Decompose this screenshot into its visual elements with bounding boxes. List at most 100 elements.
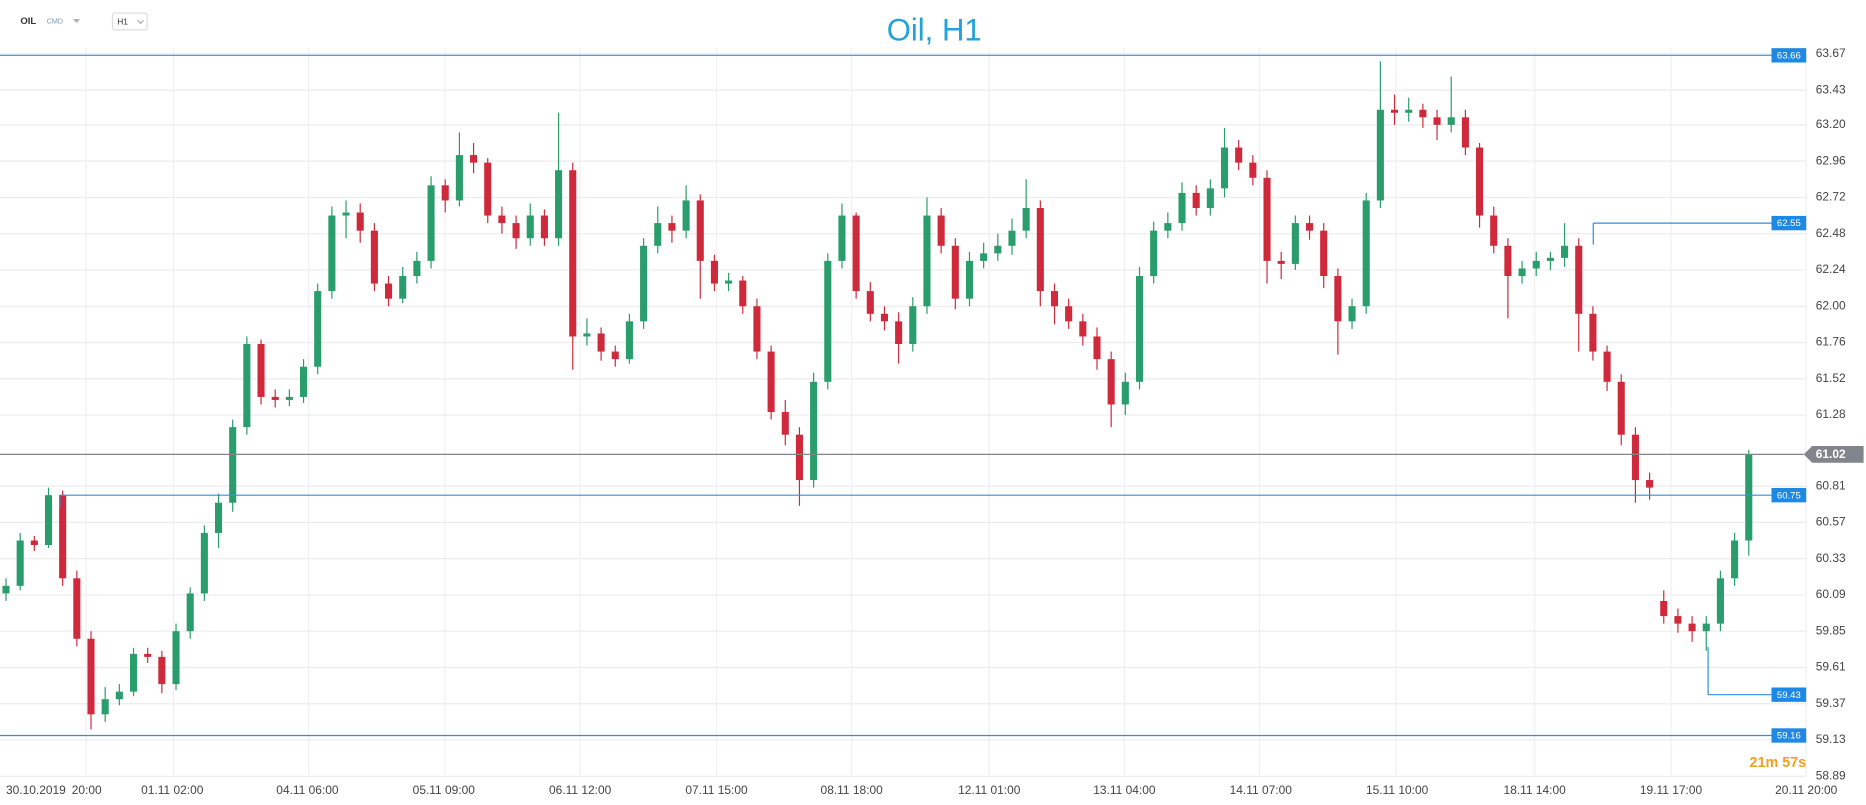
candle-body — [314, 291, 322, 367]
candle-body — [951, 245, 959, 299]
candle-body — [200, 532, 208, 594]
candle-body — [1362, 200, 1370, 307]
candle-body — [625, 321, 633, 360]
candle-body — [186, 593, 194, 632]
candle-body — [994, 245, 1002, 254]
symbol[interactable]: OIL — [20, 16, 36, 27]
y-tick-label: 62.24 — [1816, 262, 1846, 276]
candle-body — [285, 396, 293, 400]
candle-body — [328, 215, 336, 292]
candle-body — [144, 653, 152, 657]
x-tick-label: 20:00 — [72, 783, 102, 797]
candle-body — [87, 638, 95, 715]
y-tick-label: 62.00 — [1816, 298, 1846, 312]
candle-body — [1164, 223, 1172, 231]
candle-body — [1646, 480, 1654, 488]
x-tick-label: 30.10.2019 — [6, 783, 66, 797]
candle-body — [1476, 147, 1484, 216]
candle-body — [16, 540, 24, 586]
level-label-box — [1771, 728, 1807, 743]
candle-body — [824, 260, 832, 382]
candle-body — [1433, 117, 1441, 125]
candle-body — [1121, 381, 1129, 405]
y-tick-label: 63.43 — [1816, 82, 1846, 96]
candle-body — [158, 656, 166, 685]
x-tick-label: 20.11 20:00 — [1775, 783, 1838, 797]
candle-body — [1093, 336, 1101, 360]
y-tick-label: 63.20 — [1816, 117, 1846, 131]
candle-body — [214, 502, 223, 533]
x-tick-label: 18.11 14:00 — [1504, 783, 1567, 797]
level-label-box — [1771, 48, 1807, 63]
candle-body — [1447, 117, 1455, 125]
level-label: 63.66 — [1777, 50, 1801, 61]
x-tick-label: 12.11 01:00 — [958, 783, 1021, 797]
level-label-box — [1771, 487, 1807, 503]
candle-body — [980, 253, 988, 261]
candle-body — [540, 215, 548, 239]
y-tick-label: 60.57 — [1816, 515, 1846, 529]
y-tick-label: 61.76 — [1816, 335, 1846, 349]
candle-body — [1192, 192, 1200, 208]
x-tick-label: 08.11 18:00 — [821, 783, 884, 797]
candles — [2, 61, 1753, 730]
level-label: 62.55 — [1777, 218, 1801, 229]
level-label-box — [1771, 215, 1807, 231]
candle-body — [880, 313, 889, 322]
candle-body — [342, 212, 350, 216]
candle-body — [512, 223, 520, 239]
candle-body — [1348, 306, 1356, 322]
candle-body — [1490, 215, 1498, 246]
candle-body — [1206, 188, 1214, 208]
candle-body — [1589, 313, 1597, 352]
candle-body — [1277, 260, 1285, 264]
candle-body — [1405, 109, 1413, 113]
x-tick-label: 19.11 17:00 — [1640, 783, 1703, 797]
candle-body — [640, 245, 648, 322]
candle-body — [696, 200, 704, 261]
dropdown-arrow[interactable] — [72, 19, 81, 23]
candle-body — [1546, 257, 1554, 261]
level-label: 60.75 — [1777, 490, 1801, 501]
x-tick-label: 14.11 07:00 — [1230, 783, 1293, 797]
y-tick-label: 61.52 — [1816, 371, 1846, 385]
candle-body — [866, 291, 874, 314]
interval-box[interactable] — [111, 12, 148, 31]
candle-body — [257, 344, 265, 397]
candle-body — [370, 230, 378, 284]
candle-body — [1249, 162, 1257, 178]
candle-body — [739, 280, 747, 307]
interval[interactable]: H1 — [117, 16, 128, 26]
current-label: 61.02 — [1816, 447, 1846, 461]
candle-body — [1079, 321, 1087, 337]
candle-body — [413, 260, 421, 277]
candle-body — [1688, 623, 1696, 632]
candle-body — [1504, 245, 1512, 277]
candle-body — [1745, 454, 1753, 541]
chart-title: Oil, H1 — [887, 13, 982, 48]
candle-body — [299, 366, 308, 397]
candle-body — [399, 276, 407, 299]
candle-body — [725, 280, 733, 284]
candle-body — [923, 215, 931, 307]
price-axis: 58.89 59.13 59.37 59.61 59.85 60.09 60.33 60.57… — [6, 46, 1846, 797]
x-tick-label: 13.11 04:00 — [1093, 783, 1156, 797]
candle-body — [498, 215, 506, 224]
candle-body — [1660, 600, 1668, 617]
candle-body — [1022, 207, 1030, 231]
candle-body — [59, 495, 67, 579]
candle-body — [1008, 230, 1016, 246]
candle-body — [1320, 230, 1328, 277]
x-tick-label: 04.11 06:00 — [276, 783, 339, 797]
candle-body — [810, 381, 818, 481]
candle-body — [1391, 109, 1399, 113]
candle-body — [852, 215, 860, 292]
candle-body — [229, 427, 237, 503]
candle-body — [767, 351, 775, 413]
level-label-box — [1771, 687, 1807, 702]
candle-body — [129, 653, 138, 692]
y-tick-label: 61.28 — [1816, 407, 1846, 421]
candle-body — [385, 283, 393, 299]
candle-body — [1178, 192, 1186, 224]
candle-body — [1107, 359, 1115, 405]
